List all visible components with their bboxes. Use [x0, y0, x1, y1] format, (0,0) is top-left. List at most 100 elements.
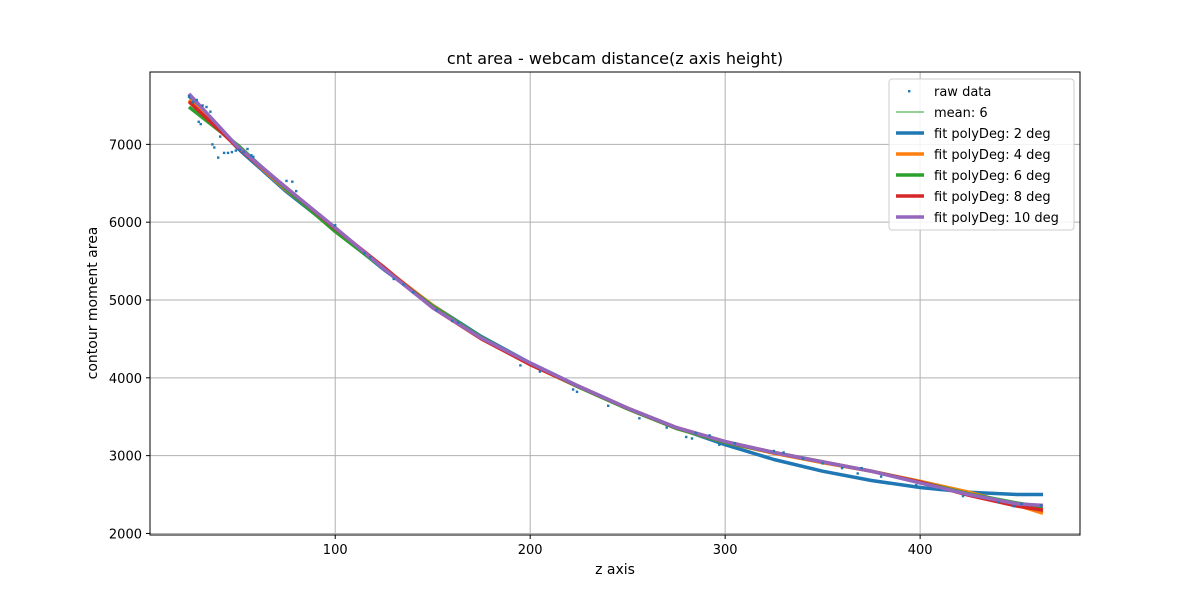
raw-data-point [246, 147, 249, 151]
raw-data-point [369, 256, 372, 259]
raw-data-point [456, 321, 460, 324]
raw-data-point [801, 457, 805, 460]
raw-data-point [772, 449, 776, 453]
y-tick-label: 2000 [109, 527, 142, 542]
raw-data-point [197, 120, 200, 123]
raw-data-point [334, 224, 337, 227]
x-tick-label: 300 [713, 543, 738, 558]
raw-data-point [285, 179, 288, 183]
x-ticks: 100 200 300 400 [323, 535, 933, 558]
legend-entry: mean: 6 [896, 106, 988, 121]
y-tick-label: 5000 [109, 294, 142, 309]
legend-label: mean: 6 [934, 106, 988, 121]
raw-data-point [538, 370, 542, 373]
legend-marker [908, 90, 911, 93]
raw-data-point [392, 277, 395, 281]
raw-data-point [211, 143, 214, 146]
raw-data-point [915, 484, 918, 487]
legend-label: raw data [934, 85, 991, 100]
x-tick-label: 100 [323, 543, 348, 558]
legend-entry: fit polyDeg: 8 deg [896, 190, 1051, 205]
raw-data-point [607, 404, 610, 407]
x-tick-label: 200 [518, 543, 543, 558]
raw-data-point [961, 494, 965, 498]
raw-data-point [295, 189, 298, 193]
legend-entry: fit polyDeg: 10 deg [896, 211, 1059, 226]
raw-data-point [252, 155, 255, 158]
y-tick-label: 4000 [109, 372, 142, 387]
raw-data-point [234, 149, 237, 152]
raw-data-point [860, 466, 863, 470]
scatter-layer [187, 94, 1043, 508]
raw-data-point [1012, 505, 1015, 508]
raw-data-point [733, 442, 737, 445]
series-layer [187, 92, 1044, 515]
raw-data-point [191, 101, 195, 104]
raw-data-point [708, 434, 711, 437]
raw-data-point [938, 488, 941, 492]
y-axis-label: contour moment area [85, 227, 101, 380]
raw-data-point [201, 104, 204, 107]
raw-data-point [690, 437, 694, 440]
raw-data-point [250, 154, 253, 157]
plot-frame [149, 71, 1081, 536]
raw-data-point [187, 94, 191, 98]
raw-data-point [213, 146, 216, 149]
legend-box [888, 78, 1075, 231]
raw-data-point [1020, 502, 1023, 506]
raw-data-point [222, 151, 226, 155]
raw-data-point [718, 443, 721, 446]
legend-label: fit polyDeg: 6 deg [934, 169, 1051, 184]
raw-data-point [402, 283, 405, 286]
raw-data-point [412, 291, 415, 294]
raw-data-point [840, 466, 844, 470]
raw-data-point [451, 319, 454, 323]
raw-data-point [821, 462, 824, 465]
fit-line-4 [187, 92, 1044, 508]
raw-data-point [638, 417, 641, 420]
raw-data-point [209, 110, 212, 113]
raw-data-point [205, 105, 208, 109]
raw-data-point [879, 475, 883, 478]
raw-data-point [230, 150, 234, 154]
legend: raw data mean: 6 fit polyDeg: 2 deg fit pol… [888, 78, 1075, 231]
raw-data-point [575, 390, 579, 393]
x-tick-label: 400 [908, 543, 933, 558]
legend-entry: fit polyDeg: 6 deg [896, 169, 1051, 184]
raw-data-point [856, 472, 859, 475]
legend-label: fit polyDeg: 10 deg [934, 211, 1059, 226]
raw-data-point [363, 252, 366, 255]
raw-data-point [217, 156, 220, 159]
y-ticks: 2000 3000 4000 5000 6000 7000 [109, 138, 150, 542]
raw-data-point [195, 98, 198, 102]
x-axis-label: z axis [595, 562, 635, 578]
y-tick-label: 7000 [109, 138, 142, 153]
raw-data-point [996, 501, 1000, 504]
raw-data-point [665, 426, 668, 429]
legend-label: fit polyDeg: 2 deg [934, 127, 1051, 142]
legend-label: fit polyDeg: 8 deg [934, 190, 1051, 205]
raw-data-point [291, 180, 294, 183]
raw-data-point [219, 135, 222, 138]
legend-entry: fit polyDeg: 4 deg [896, 148, 1051, 163]
raw-data-point [226, 151, 230, 155]
raw-data-point [242, 150, 245, 154]
raw-data-point [694, 431, 698, 435]
raw-data-point [199, 122, 202, 126]
chart-title: cnt area - webcam distance(z axis height… [447, 49, 783, 68]
raw-data-point [685, 435, 688, 439]
y-tick-label: 3000 [109, 450, 142, 465]
raw-data-point [435, 308, 438, 312]
raw-data-point [519, 364, 522, 367]
y-tick-label: 6000 [109, 216, 142, 231]
legend-entry: fit polyDeg: 2 deg [896, 127, 1051, 142]
legend-items: raw data mean: 6 fit polyDeg: 2 deg fit pol… [896, 85, 1059, 226]
raw-data-point [571, 388, 575, 391]
raw-data-point [238, 148, 241, 151]
raw-data-point [1039, 504, 1043, 507]
raw-data-point [782, 451, 785, 454]
legend-entry: raw data [908, 85, 991, 100]
legend-label: fit polyDeg: 4 deg [934, 148, 1051, 163]
